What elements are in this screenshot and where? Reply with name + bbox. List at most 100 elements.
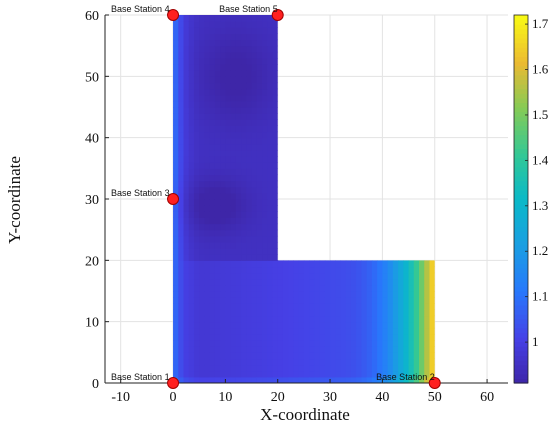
- heat-cell: [220, 370, 226, 378]
- heat-cell: [173, 272, 179, 280]
- heat-cell: [303, 364, 310, 372]
- heat-cell: [256, 260, 263, 268]
- heat-cell: [330, 278, 336, 286]
- heat-cell: [319, 260, 326, 268]
- heat-cell: [225, 284, 232, 292]
- heat-cell: [235, 125, 242, 133]
- heat-cell: [204, 88, 211, 96]
- heat-cell: [350, 315, 357, 323]
- heat-cell: [267, 125, 274, 133]
- heat-cell: [262, 168, 268, 176]
- heat-cell: [251, 340, 258, 347]
- heat-cell: [220, 125, 226, 133]
- heat-cell: [246, 254, 253, 261]
- heat-cell: [193, 45, 200, 53]
- heat-cell: [324, 376, 331, 383]
- heat-cell: [173, 174, 179, 182]
- heat-cell: [241, 119, 247, 126]
- heat-cell: [193, 125, 200, 133]
- heat-cell: [220, 254, 226, 261]
- heat-cell: [214, 309, 221, 317]
- heat-cell: [303, 376, 310, 383]
- heat-cell: [256, 45, 263, 53]
- heat-cell: [178, 333, 185, 341]
- base-station-marker: [167, 193, 180, 205]
- heat-cell: [235, 64, 242, 71]
- heat-cell: [272, 291, 279, 298]
- heat-cell: [319, 315, 326, 323]
- heat-cell: [272, 297, 279, 304]
- heat-cell: [256, 266, 263, 274]
- heat-cell: [319, 297, 326, 304]
- heat-cell: [173, 186, 179, 194]
- heat-cell: [350, 291, 357, 298]
- heat-cell: [220, 88, 226, 96]
- heat-cell: [262, 217, 268, 225]
- heat-cell: [403, 370, 410, 378]
- heat-cell: [335, 260, 342, 268]
- heat-cell: [267, 33, 274, 41]
- heat-cell: [387, 297, 394, 304]
- colorbar-segment: [514, 249, 528, 255]
- heat-cell: [220, 82, 226, 90]
- heat-cell: [178, 199, 185, 206]
- heat-cell: [225, 39, 232, 47]
- colorbar-segment: [514, 286, 528, 292]
- heat-cell: [309, 309, 315, 317]
- heat-cell: [220, 217, 226, 225]
- heat-cell: [330, 327, 336, 335]
- heat-cell: [324, 340, 331, 347]
- heat-cell: [398, 321, 404, 329]
- heat-cell: [303, 346, 310, 353]
- heat-cell: [241, 254, 247, 261]
- heat-cell: [272, 260, 279, 268]
- heat-cell: [387, 340, 394, 347]
- heat-cell: [209, 229, 216, 237]
- heat-cell: [267, 205, 274, 212]
- heat-cell: [413, 297, 420, 304]
- heat-cell: [256, 125, 263, 133]
- heat-cell: [214, 260, 221, 268]
- heat-cell: [225, 352, 232, 360]
- heat-cell: [183, 358, 190, 366]
- heat-cell: [345, 291, 352, 298]
- colorbar-segment: [514, 74, 528, 80]
- heat-cell: [330, 321, 336, 329]
- heat-cell: [178, 352, 185, 360]
- heat-cell: [267, 266, 274, 274]
- heat-cell: [345, 327, 352, 335]
- heat-cell: [424, 266, 431, 274]
- heat-cell: [356, 266, 363, 274]
- heat-cell: [324, 315, 331, 323]
- heat-cell: [220, 70, 226, 77]
- heat-cell: [220, 33, 226, 41]
- heat-cell: [188, 27, 195, 34]
- heat-cell: [267, 235, 274, 243]
- heat-cell: [214, 321, 221, 329]
- heat-cell: [220, 192, 226, 200]
- heat-cell: [204, 346, 211, 353]
- heat-cell: [267, 100, 274, 108]
- heat-cell: [246, 64, 253, 71]
- heat-cell: [220, 266, 226, 274]
- heat-cell: [251, 125, 258, 133]
- heat-cell: [225, 76, 232, 84]
- heat-cell: [204, 119, 211, 126]
- heat-cell: [199, 260, 206, 268]
- heat-cell: [230, 162, 237, 169]
- colorbar-segment: [514, 327, 528, 333]
- heat-cell: [230, 376, 237, 383]
- heat-cell: [398, 352, 404, 360]
- heat-cell: [246, 156, 253, 163]
- heat-cell: [225, 131, 232, 139]
- heat-cell: [230, 21, 237, 28]
- heat-cell: [178, 272, 185, 280]
- heat-cell: [387, 376, 394, 383]
- heat-cell: [377, 364, 383, 372]
- heat-cell: [246, 217, 253, 225]
- heat-cell: [193, 217, 200, 225]
- heat-cell: [225, 192, 232, 200]
- heat-cell: [277, 376, 284, 383]
- heat-cell: [277, 297, 284, 304]
- heat-cell: [204, 199, 211, 206]
